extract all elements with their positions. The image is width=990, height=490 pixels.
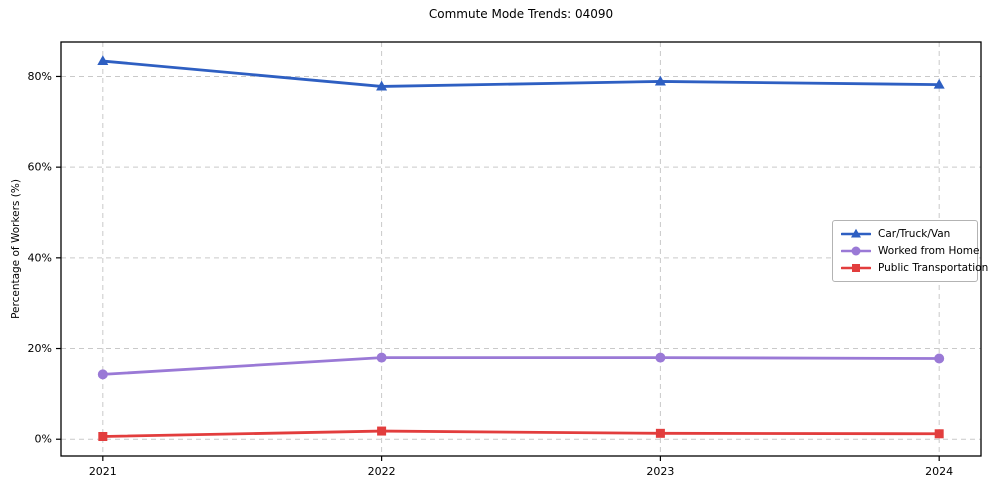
- y-tick-label: 80%: [28, 70, 52, 83]
- marker-triangle-car-truck-van: [376, 80, 388, 91]
- legend: Car/Truck/Van Worked from Home Public Tr…: [832, 220, 988, 282]
- marker-square-public-transportation: [934, 429, 944, 439]
- legend-sample-marker: [851, 228, 861, 238]
- marker-circle-worked-from-home: [97, 369, 108, 380]
- y-tick-label: 0%: [35, 433, 52, 446]
- legend-item-worked-from-home: Worked from Home: [841, 245, 979, 257]
- x-tick-label: 2021: [89, 465, 117, 478]
- marker-triangle-car-truck-van: [933, 78, 945, 89]
- marker-triangle-car-truck-van: [97, 55, 109, 66]
- series-line-car-truck-van: [101, 59, 941, 88]
- marker-square-public-transportation: [655, 428, 665, 438]
- legend-line-circle-icon: [841, 245, 871, 257]
- marker-circle-worked-from-home: [655, 352, 666, 363]
- plot-frame: [60, 41, 982, 457]
- series-line-worked-from-home: [101, 356, 941, 376]
- legend-sample-marker: [851, 246, 861, 256]
- legend-label: Public Transportation: [878, 262, 989, 274]
- legend-sample-svg: [841, 264, 871, 272]
- y-tick-label: 40%: [28, 251, 52, 264]
- y-tick-label: 20%: [28, 342, 52, 355]
- legend-sample-svg: [841, 228, 871, 238]
- legend-label: Car/Truck/Van: [878, 228, 951, 240]
- marker-square-public-transportation: [98, 432, 108, 442]
- marker-circle-worked-from-home: [376, 352, 387, 363]
- marker-triangle-car-truck-van: [654, 75, 666, 86]
- legend-item-car-truck-van: Car/Truck/Van: [841, 228, 969, 240]
- legend-line-square-icon: [841, 262, 871, 274]
- x-tick-label: 2024: [925, 465, 953, 478]
- marker-circle-worked-from-home: [934, 353, 945, 364]
- marker-square-public-transportation: [377, 426, 387, 436]
- legend-sample-marker: [852, 264, 860, 272]
- series-line-public-transportation: [101, 429, 941, 438]
- legend-item-public-transportation: Public Transportation: [841, 262, 988, 274]
- y-tick-label: 60%: [28, 161, 52, 174]
- legend-line-triangle-icon: [841, 228, 871, 240]
- x-tick-label: 2023: [646, 465, 674, 478]
- x-tick-label: 2022: [368, 465, 396, 478]
- legend-label: Worked from Home: [878, 245, 980, 257]
- legend-sample-svg: [841, 246, 871, 256]
- chart-title: Commute Mode Trends: 04090: [428, 7, 614, 21]
